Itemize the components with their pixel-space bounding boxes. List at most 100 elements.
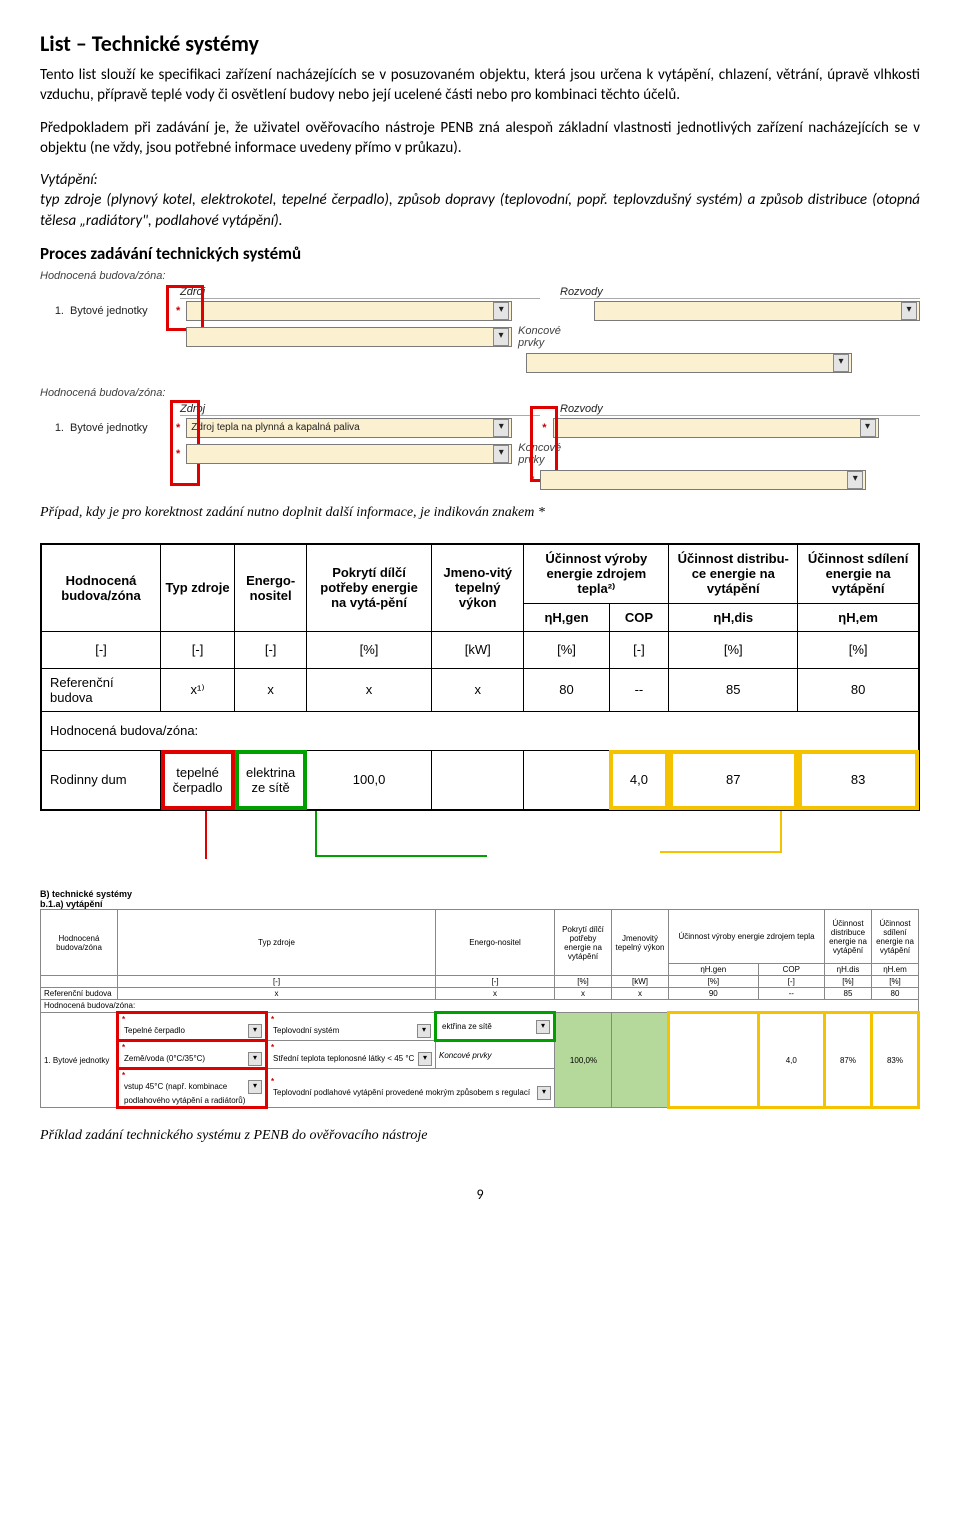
bt-d7: 87 — [669, 750, 798, 810]
vyt-text: typ zdroje (plynový kotel, elektrokotel,… — [40, 191, 920, 229]
st-ref9: 80 — [872, 988, 919, 1000]
bt-d0: Rodinny dum — [41, 750, 161, 810]
st-cap-a: B) technické systémy — [40, 889, 920, 899]
st-dd-r3c1[interactable]: vstup 45°C (např. kombinace podlahového … — [122, 1080, 262, 1094]
st-ref8: 85 — [825, 988, 872, 1000]
bt-u3: [%] — [307, 631, 432, 668]
caption-1: Případ, kdy je pro korektnost zadání nut… — [40, 504, 920, 523]
bt-ref0: Referenční budova — [41, 668, 161, 711]
row-label-2: Bytové jednotky — [70, 422, 170, 434]
st-u3: [kW] — [612, 976, 669, 988]
form-block-2: Hodnocená budova/zóna: Zdroj Rozvody 1. … — [40, 387, 920, 492]
st-dd-r1c1[interactable]: Tepelné čerpadlo — [122, 1024, 262, 1038]
bt-u1: [-] — [161, 631, 235, 668]
st-em: 83% — [872, 1013, 919, 1108]
st-u1: [-] — [436, 976, 555, 988]
st-cap-b: b.1.a) vytápění — [40, 899, 920, 909]
bt-ref5: 80 — [524, 668, 609, 711]
page-title: List – Technické systémy — [40, 30, 920, 57]
st-u6: [%] — [825, 976, 872, 988]
st-s0: ηH.gen — [669, 964, 759, 976]
koncove-dropdown-1[interactable] — [526, 353, 852, 373]
required-star-3: * — [176, 448, 180, 460]
required-star-2: * — [176, 422, 180, 434]
bt-d8: 83 — [798, 750, 919, 810]
required-star-4: * — [530, 474, 534, 486]
bt-ref2: x — [235, 668, 307, 711]
bt-u7: [%] — [669, 631, 798, 668]
st-h1: Typ zdroje — [118, 910, 436, 976]
bt-ref4: x — [431, 668, 523, 711]
st-u0: [-] — [118, 976, 436, 988]
rozvody-dropdown-1[interactable] — [594, 301, 920, 321]
zdroj-dropdown-1[interactable] — [186, 301, 512, 321]
bt-ref1: x¹⁾ — [161, 668, 235, 711]
st-ref4: x — [555, 988, 612, 1000]
intro-para: Tento list slouží ke specifikaci zařízen… — [40, 65, 920, 106]
st-ref1: x — [118, 988, 436, 1000]
bt-u5: [%] — [524, 631, 609, 668]
bt-ref6: -- — [609, 668, 669, 711]
st-dd-r1c2[interactable]: Teplovodní systém — [271, 1024, 431, 1038]
st-h0: Hodnocená budova/zóna — [41, 910, 118, 976]
koncove-hdr-2: Koncové prvky — [518, 442, 536, 466]
st-dd-r1c3[interactable]: ektřina ze sítě — [440, 1020, 550, 1034]
st-s3: ηH.em — [872, 964, 919, 976]
bt-u8: [%] — [798, 631, 919, 668]
row-num-2: 1. — [40, 422, 64, 434]
bt-h2: Energo-nositel — [235, 544, 307, 632]
bt-h7: Účinnost sdílení energie na vytápění — [798, 544, 919, 604]
bt-ref8: 80 — [798, 668, 919, 711]
bt-h3: Pokrytí dílčí potřeby energie na vytá-pě… — [307, 544, 432, 632]
bt-u4: [kW] — [431, 631, 523, 668]
st-s1: COP — [758, 964, 824, 976]
st-u2: [%] — [555, 976, 612, 988]
zdroj-dropdown-2b[interactable] — [186, 444, 512, 464]
bt-u0: [-] — [41, 631, 161, 668]
bt-u2: [-] — [235, 631, 307, 668]
form-block-1: Hodnocená budova/zóna: Zdroj Rozvody 1. … — [40, 270, 920, 375]
vyt-label: Vytápění: — [40, 171, 98, 189]
bt-ref3: x — [307, 668, 432, 711]
st-h3: Pokrytí dílčí potřeby energie na vytápěn… — [555, 910, 612, 976]
st-h5: Účinnost výroby energie zdrojem tepla — [669, 910, 825, 964]
rozvody-dropdown-2[interactable] — [553, 418, 879, 438]
st-h2: Energo-nositel — [436, 910, 555, 976]
vytapeni-para: Vytápění: typ zdroje (plynový kotel, ele… — [40, 170, 920, 231]
bt-h1: Typ zdroje — [161, 544, 235, 632]
bt-ref7: 85 — [669, 668, 798, 711]
st-dd-r3c2[interactable]: Teplovodní podlahové vytápění provedené … — [271, 1086, 551, 1100]
bt-h4: Jmeno-vitý tepelný výkon — [431, 544, 523, 632]
st-h7: Účinnost sdílení energie na vytápění — [872, 910, 919, 964]
st-hgen — [669, 1013, 759, 1108]
st-rowlbl: 1. Bytové jednotky — [41, 1013, 118, 1108]
st-cop: 4,0 — [758, 1013, 824, 1108]
bt-h0: Hodnocená budova/zóna — [41, 544, 161, 632]
koncove-dropdown-2[interactable] — [540, 470, 866, 490]
st-pokryti: 100,0% — [555, 1013, 612, 1108]
st-u4: [%] — [669, 976, 759, 988]
st-jv — [612, 1013, 669, 1108]
st-dd-r2c1[interactable]: Země/voda (0°C/35°C) — [122, 1052, 262, 1066]
para2: Předpokladem při zadávání je, že uživate… — [40, 118, 920, 159]
row-label: Bytové jednotky — [70, 305, 170, 317]
st-koncove-lbl: Koncové prvky — [436, 1041, 555, 1069]
zdroj-dropdown-2[interactable]: Zdroj tepla na plynná a kapalná paliva — [186, 418, 512, 438]
page-number: 9 — [40, 1186, 920, 1203]
bt-d3: 100,0 — [307, 750, 432, 810]
rozvody-hdr-2: Rozvody — [560, 403, 920, 416]
bt-sh3: ηH,em — [798, 603, 919, 631]
zdroj-dropdown-1b[interactable] — [186, 327, 512, 347]
caption-2: Příklad zadání technického systému z PEN… — [40, 1127, 920, 1146]
bt-d6: 4,0 — [609, 750, 669, 810]
bt-d5 — [524, 750, 609, 810]
big-table: Hodnocená budova/zóna Typ zdroje Energo-… — [40, 543, 920, 812]
required-star: * — [176, 305, 180, 317]
bt-d4 — [431, 750, 523, 810]
st-ref6: 90 — [669, 988, 759, 1000]
bt-sh0: ηH,gen — [524, 603, 609, 631]
st-u5: [-] — [758, 976, 824, 988]
bt-u6: [-] — [609, 631, 669, 668]
rozvody-hdr: Rozvody — [560, 286, 920, 299]
st-dd-r2c2[interactable]: Střední teplota teplonosné látky < 45 °C — [271, 1052, 432, 1066]
